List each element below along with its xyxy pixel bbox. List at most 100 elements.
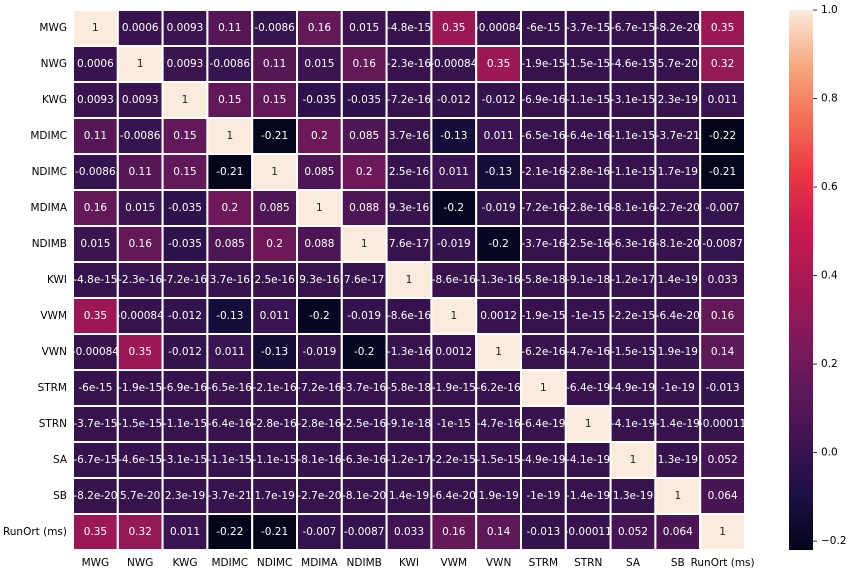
heatmap-cell [520,369,567,407]
heatmap-cell [609,477,657,515]
heatmap-cell [609,225,657,263]
cell-annotation: 0.0093 [77,94,114,106]
cell-annotation: 0.11 [84,130,107,142]
cell-annotation: 0.0093 [122,94,159,106]
heatmap-cell [340,153,388,191]
cell-annotation: -0.00011 [699,418,746,430]
heatmap-cell [116,189,164,227]
heatmap-cell [385,333,433,371]
cell-annotation: -4.1e-19 [566,454,610,466]
cell-annotation: -6.4e-20 [656,310,700,322]
cell-annotation: -2.7e-20 [297,490,341,502]
cell-annotation: -1.9e-15 [118,382,162,394]
cell-annotation: -0.012 [482,94,516,106]
cell-annotation: 1 [495,346,502,358]
cell-annotation: 0.088 [349,202,379,214]
heatmap-cell [385,225,433,263]
cell-annotation: 0.015 [349,22,379,34]
cell-annotation: 1 [450,310,457,322]
cell-annotation: -1.1e-15 [163,418,207,430]
cell-annotation: -0.013 [706,382,740,394]
cell-annotation: 1.4e-19 [658,274,698,286]
cell-annotation: 5.7e-20 [658,58,698,70]
heatmap-cell [564,153,612,191]
cell-annotation: 0.35 [711,22,734,34]
heatmap-cell [296,117,343,155]
cell-annotation: -0.21 [261,130,288,142]
cell-annotation: -1.9e-15 [432,382,476,394]
cell-annotation: 0.35 [487,58,510,70]
heatmap-cell [72,45,119,83]
heatmap-cell [564,477,612,515]
cell-annotation: -1.9e-15 [521,310,565,322]
y-tick-label: STRN [39,418,67,430]
heatmap-cell [206,45,254,83]
cell-annotation: -1.1e-15 [208,454,252,466]
cell-annotation: -6.3e-16 [611,238,655,250]
heatmap-cell [654,297,702,335]
cell-annotation: -8.2e-20 [73,490,117,502]
heatmap-cell [609,153,657,191]
cell-annotation: 0.011 [484,130,514,142]
heatmap-cell [475,261,523,299]
cell-annotation: -7.2e-16 [387,94,431,106]
cell-annotation: 0.16 [711,310,735,322]
cell-annotation: 0.064 [708,490,738,502]
heatmap-cell [206,513,254,551]
cell-annotation: 0.085 [304,166,334,178]
heatmap-cell [116,45,164,83]
cell-annotation: 0.11 [218,22,241,34]
cell-annotation: 5.7e-20 [120,490,160,502]
cell-annotation: -6.4e-16 [208,418,252,430]
heatmap-cell [430,117,478,155]
x-tick-label: NDIMB [347,557,382,569]
heatmap-cell [654,441,702,479]
heatmap-cell [385,9,433,47]
x-tick-label: STRN [574,557,602,569]
cell-annotation: -7.2e-16 [297,382,341,394]
cell-annotation: 0.2 [356,166,373,178]
cell-annotation: 0.011 [215,346,245,358]
cell-annotation: 0.16 [353,58,377,70]
cell-annotation: -0.012 [437,94,471,106]
cell-annotation: -1.5e-15 [611,346,655,358]
heatmap-cell [72,297,119,335]
x-tick-label: VWN [486,557,511,569]
cell-annotation: 0.011 [439,166,469,178]
cell-annotation: -2.5e-16 [342,418,386,430]
cell-annotation: -3.7e-16 [342,382,386,394]
cell-annotation: -4.9e-19 [521,454,565,466]
cell-annotation: 0.088 [304,238,334,250]
cell-annotation: -0.0086 [120,130,161,142]
cell-annotation: 0.085 [215,238,245,250]
cell-annotation: -0.019 [347,310,381,322]
heatmap-cell [699,513,747,551]
cell-annotation: -6.4e-19 [566,382,610,394]
cell-annotation: -1.5e-15 [566,58,610,70]
cell-annotation: 0.0012 [480,310,517,322]
cell-annotation: 0.16 [129,238,153,250]
heatmap-cell [340,81,388,119]
cell-annotation: 1.7e-19 [254,490,294,502]
cell-annotation: -0.00084 [430,58,478,70]
cell-annotation: -0.21 [216,166,243,178]
cell-annotation: 0.16 [442,526,466,538]
cell-annotation: 1 [316,202,323,214]
heatmap-cell [206,153,254,191]
cell-annotation: 0.085 [349,130,379,142]
cell-annotation: 0.011 [260,310,290,322]
cell-annotation: -0.13 [440,130,467,142]
cell-annotation: -0.035 [302,94,336,106]
heatmap-cell [161,405,209,443]
cell-annotation: 0.35 [84,310,107,322]
heatmap-cell [520,513,567,551]
heatmap-cell [699,441,747,479]
colorbar-tick-label: 0.2 [821,358,838,370]
cell-annotation: -0.035 [168,202,202,214]
cell-annotation: 1.3e-19 [613,490,653,502]
cell-annotation: -7.2e-16 [163,274,207,286]
cell-annotation: -0.2 [488,238,509,250]
cell-annotation: 0.0012 [435,346,472,358]
x-tick-label: SA [626,557,641,569]
cell-annotation: 0.064 [663,526,693,538]
